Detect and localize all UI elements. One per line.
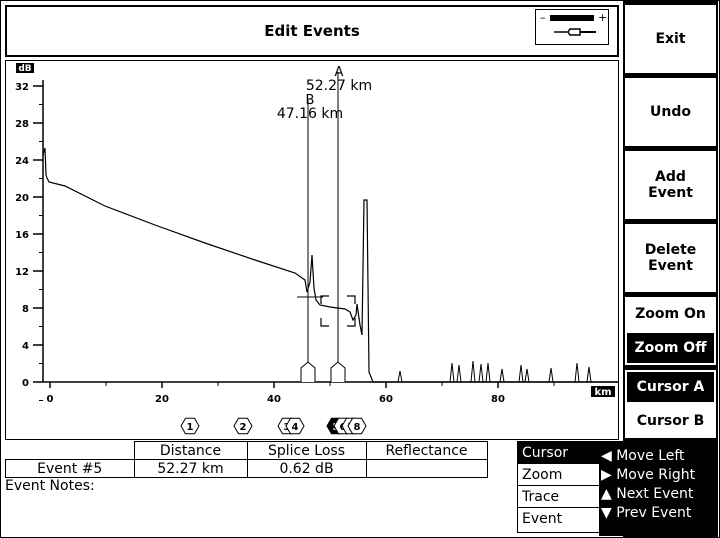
delete-event-button[interactable]: Delete Event xyxy=(625,224,716,292)
navigation-keys: ◀ Move Left ▶ Move Right ▲ Next Event ▼ … xyxy=(599,441,718,536)
move-right-key[interactable]: ▶ Move Right xyxy=(601,467,696,483)
zoom-off-button[interactable]: Zoom Off xyxy=(625,331,716,365)
x-tick-label: 20 xyxy=(155,394,169,405)
event-marker-8[interactable]: 8 xyxy=(347,417,367,435)
y-tick-label: 28 xyxy=(15,119,29,130)
y-tick-label: 4 xyxy=(22,341,29,352)
y-tick-label: 8 xyxy=(22,304,29,315)
event-splice-loss: 0.62 dB xyxy=(246,459,367,478)
event-marker-4[interactable]: 4 xyxy=(285,417,305,435)
title-bar: Edit Events – + xyxy=(5,5,619,57)
cursor-a-distance: 52.27 km xyxy=(306,78,372,94)
trace-line xyxy=(42,147,619,383)
event-marker-2[interactable]: 2 xyxy=(233,417,253,435)
header-distance: Distance xyxy=(133,441,248,460)
event-table: Distance Splice Loss Reflectance Event #… xyxy=(5,441,488,478)
y-tick-label: 20 xyxy=(15,193,29,204)
svg-text:1: 1 xyxy=(187,422,194,433)
x-tick-label: 0 xyxy=(47,394,54,405)
cursor-b-distance: 47.16 km xyxy=(277,106,343,122)
menu-item-event[interactable]: Event xyxy=(522,511,563,527)
undo-button[interactable]: Undo xyxy=(625,78,716,146)
event-reflectance xyxy=(365,459,488,478)
menu-item-cursor[interactable]: Cursor xyxy=(518,442,599,464)
otdr-trace-plot[interactable]: dB 32 28 24 20 16 12 8 4 0 0 20 40 60 80 km A xyxy=(4,59,620,441)
cursor-a-button[interactable]: Cursor A xyxy=(625,370,716,404)
y-tick-label: 24 xyxy=(15,156,29,167)
mode-menu: Cursor Zoom Trace Event xyxy=(517,441,600,533)
page-title: Edit Events xyxy=(264,22,360,40)
y-tick-label: 12 xyxy=(15,267,29,278)
cursor-b-button[interactable]: Cursor B xyxy=(625,404,716,438)
cursor-b-label: B xyxy=(306,93,315,108)
svg-text:–: – xyxy=(540,11,546,24)
header-splice-loss: Splice Loss xyxy=(246,441,367,460)
reflective-spikes xyxy=(397,360,592,383)
y-tick-label: 16 xyxy=(15,230,29,241)
event-notes-label: Event Notes: xyxy=(5,478,95,494)
cursor-a-label: A xyxy=(335,65,344,80)
next-event-key[interactable]: ▲ Next Event xyxy=(601,486,694,502)
y-tick-label: 0 xyxy=(22,378,29,389)
x-tick-label: 80 xyxy=(491,394,505,405)
x-unit-label: km xyxy=(594,387,611,398)
menu-item-zoom[interactable]: Zoom xyxy=(518,464,599,486)
x-tick-label: 60 xyxy=(379,394,393,405)
y-tick-label: 32 xyxy=(15,82,29,93)
move-left-key[interactable]: ◀ Move Left xyxy=(601,448,685,464)
menu-item-trace[interactable]: Trace xyxy=(518,486,599,508)
battery-icon: – + xyxy=(535,9,609,45)
event-marker-1[interactable]: 1 xyxy=(180,417,200,435)
svg-text:8: 8 xyxy=(354,422,361,433)
x-tick-label: 40 xyxy=(267,394,281,405)
y-unit-label: dB xyxy=(18,64,31,74)
prev-event-key[interactable]: ▼ Prev Event xyxy=(601,505,692,521)
svg-text:2: 2 xyxy=(240,422,247,433)
svg-text:+: + xyxy=(598,11,607,24)
zoom-on-button[interactable]: Zoom On xyxy=(625,297,716,331)
event-label: Event #5 xyxy=(5,459,135,478)
exit-button[interactable]: Exit xyxy=(625,5,716,73)
event-distance: 52.27 km xyxy=(133,459,248,478)
svg-text:4: 4 xyxy=(292,422,299,433)
header-reflectance: Reflectance xyxy=(365,441,488,460)
zoom-window[interactable] xyxy=(320,295,356,327)
add-event-button[interactable]: Add Event xyxy=(625,151,716,219)
event-info-panel: Distance Splice Loss Reflectance Event #… xyxy=(5,441,517,536)
